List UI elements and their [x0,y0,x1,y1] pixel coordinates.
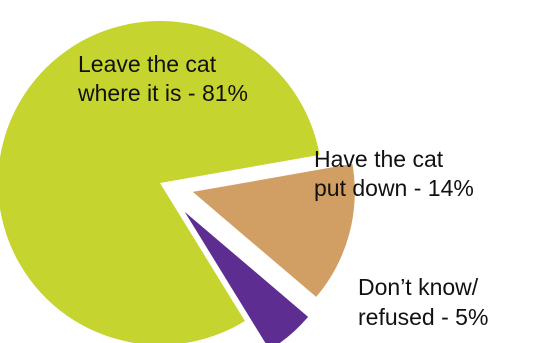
label-put-down: Have the cat put down - 14% [314,146,474,201]
label-leave-cat-line: where it is - 81% [77,80,248,106]
slice-dont-know [184,211,309,343]
label-put-down-line: Have the cat [314,146,444,172]
label-dont-know: Don’t know/refused - 5% [358,274,488,330]
label-dont-know-line: refused - 5% [358,304,488,330]
pie-slices [0,21,355,343]
slice-put-down [192,163,355,297]
label-dont-know-line: Don’t know/ [358,274,479,300]
pie-labels: Leave the cat where it is - 81% Have the c… [77,51,488,330]
label-leave-cat: Leave the cat where it is - 81% [77,51,248,106]
label-put-down-line: put down - 14% [314,175,474,201]
slice-leave-cat [0,21,320,343]
label-leave-cat-line: Leave the cat [78,51,217,77]
